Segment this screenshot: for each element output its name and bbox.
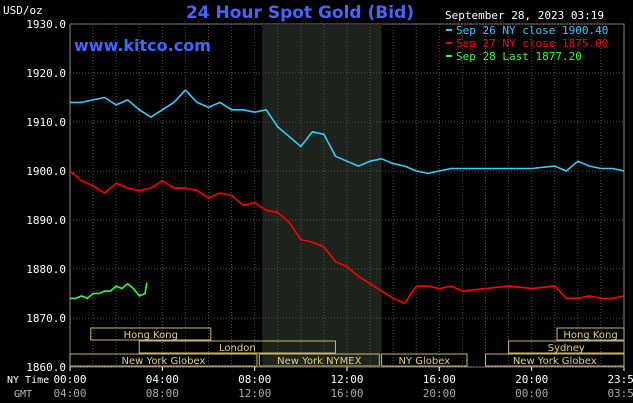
nytime-tick-label: 00:00 — [53, 373, 86, 386]
nytime-axis-label: NY Time — [7, 375, 49, 386]
nytime-tick-label: 12:00 — [330, 373, 363, 386]
nytime-tick-label: 08:00 — [238, 373, 271, 386]
market-session-bar — [381, 353, 468, 367]
legend-sep26: Sep 26 NY close 1900.40 — [456, 24, 608, 37]
y-tick-label: 1860.0 — [26, 361, 66, 374]
market-session-label: NY Globex — [399, 356, 451, 367]
legend-sep28: Sep 28 Last 1877.20 — [456, 50, 582, 63]
chart-date-label: September 28, 2023 03:19 — [445, 9, 604, 22]
y-tick-label: 1880.0 — [26, 263, 66, 276]
market-session-label: Hong Kong — [124, 330, 178, 341]
gmt-tick-label: 00:00 — [515, 387, 548, 400]
price-series — [69, 89, 625, 305]
y-tick-label: 1890.0 — [26, 214, 66, 227]
legend-sep27: Sep 27 NY close 1875.00 — [456, 37, 608, 50]
y-tick-label: 1900.0 — [26, 165, 66, 178]
market-session-bar — [138, 340, 336, 354]
market-session-bar — [556, 327, 625, 341]
y-tick-label: 1870.0 — [26, 312, 66, 325]
gmt-tick-label: 04:00 — [53, 387, 86, 400]
gmt-tick-label: 08:00 — [146, 387, 179, 400]
series-line-0 — [70, 89, 625, 175]
nytime-tick-label: 23:59 — [607, 373, 633, 386]
gmt-tick-label: 16:00 — [330, 387, 363, 400]
market-session-bars: Hong Kong Hong Kong London Sydney New York G… — [69, 327, 625, 367]
y-tick-label: 1910.0 — [26, 116, 66, 129]
nytime-tick-label: 16:00 — [423, 373, 456, 386]
market-session-label: London — [219, 343, 256, 354]
nytime-tick-label: 20:00 — [515, 373, 548, 386]
chart-title: 24 Hour Spot Gold (Bid) — [186, 3, 414, 23]
gmt-tick-label: 03:59 — [607, 387, 633, 400]
kitco-watermark: www.kitco.com — [74, 36, 211, 55]
market-session-label: New York Globex — [513, 356, 597, 367]
market-hours-shading — [262, 24, 382, 367]
market-session-bar — [69, 353, 258, 367]
series-line-2 — [70, 282, 148, 300]
y-tick-label: 1930.0 — [26, 18, 66, 31]
nytime-tick-label: 04:00 — [146, 373, 179, 386]
market-session-bar — [508, 340, 625, 354]
gmt-tick-label: 12:00 — [238, 387, 271, 400]
gmt-tick-label: 20:00 — [423, 387, 456, 400]
gmt-axis-label: GMT — [14, 389, 32, 400]
series-line-1 — [69, 170, 625, 305]
legend: September 28, 2023 03:19 Sep 26 NY close… — [445, 9, 608, 63]
y-axis-ticks: 1930.0 1920.0 1910.0 1900.0 1890.0 1880.0 1870… — [26, 18, 66, 374]
market-session-label: Sydney — [548, 343, 585, 354]
market-session-bar — [258, 353, 380, 367]
market-session-bar — [485, 353, 625, 367]
market-session-bar — [90, 327, 212, 341]
x-axis-ticks: 00:0004:0008:0012:0016:0020:0023:5904:00… — [53, 367, 633, 400]
y-axis-label: USD/oz — [3, 4, 43, 17]
market-session-label: New York NYMEX — [277, 356, 362, 367]
market-session-label: Hong Kong — [563, 330, 617, 341]
market-session-label: New York Globex — [122, 356, 206, 367]
y-tick-label: 1920.0 — [26, 67, 66, 80]
